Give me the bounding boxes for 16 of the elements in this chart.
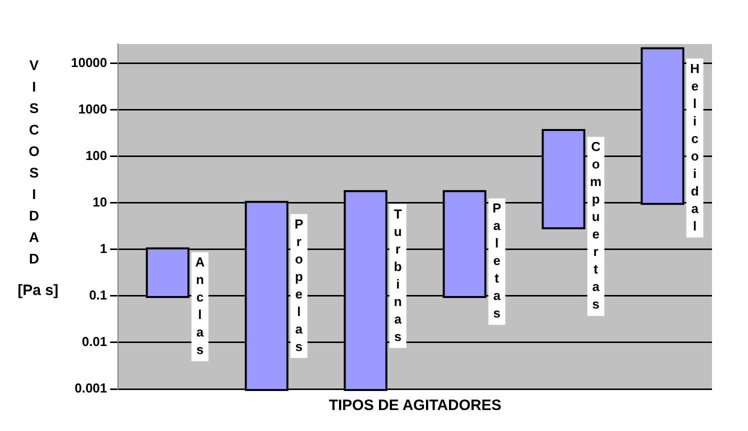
y-tick-label: 0.001 [74,380,108,396]
y-tick-label: 1000 [78,101,108,116]
y-tick-label: 0.1 [89,288,108,303]
x-axis-title: TIPOS DE AGITADORES [328,397,502,414]
category-label: Helicoidal [690,60,700,234]
x-tick-label: Anclas [195,254,206,358]
x-tick-label: Propelas [294,216,304,354]
y-tick-label: 0.01 [82,334,108,350]
text: VISCOSIDAD [Pa s] [18,56,58,300]
y-tick-label: 10 [92,194,108,210]
y-tick-label: 1 [100,240,108,256]
x-tick-label: Turbinas [394,206,402,344]
y-tick-label: 100 [85,148,108,163]
category-label: Compuertas [590,139,602,312]
x-tick-label: Paletas [492,200,502,321]
y-tick-label: 10000 [70,54,108,70]
